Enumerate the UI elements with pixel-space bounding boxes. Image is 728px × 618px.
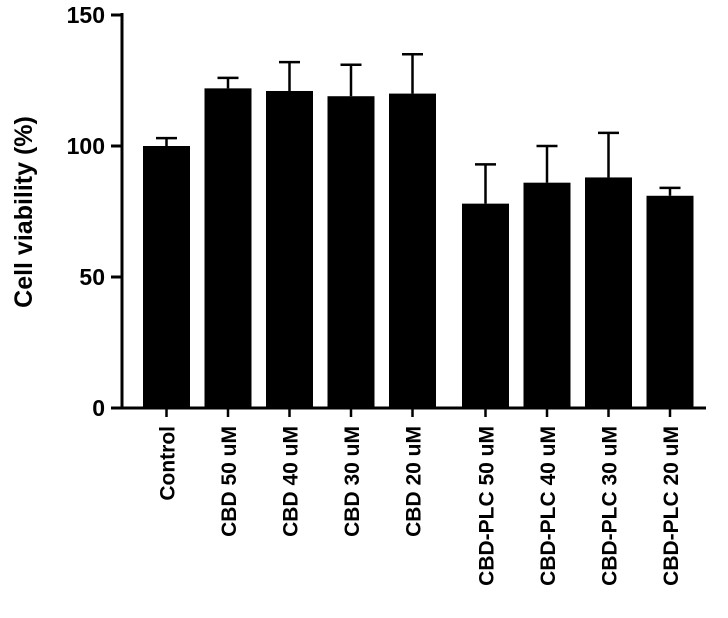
y-tick-label: 150 bbox=[67, 2, 105, 28]
y-tick-label: 50 bbox=[79, 264, 105, 290]
x-category-label: CBD 30 uM bbox=[341, 426, 364, 537]
x-category-label: CBD-PLC 40 uM bbox=[537, 426, 560, 586]
x-category-label: CBD 40 uM bbox=[280, 426, 303, 537]
x-category-label: CBD-PLC 50 uM bbox=[476, 426, 499, 586]
bar bbox=[462, 203, 509, 408]
bar bbox=[585, 177, 632, 408]
bar bbox=[327, 96, 375, 408]
x-category-label: CBD 20 uM bbox=[403, 426, 426, 537]
x-category-label: Control bbox=[157, 426, 180, 501]
y-tick-label: 100 bbox=[67, 133, 105, 159]
x-category-label: CBD-PLC 30 uM bbox=[599, 426, 622, 586]
x-category-label: CBD 50 uM bbox=[218, 426, 241, 537]
bar bbox=[266, 90, 313, 408]
y-tick-label: 0 bbox=[92, 395, 105, 421]
bar bbox=[204, 88, 252, 409]
bar bbox=[389, 93, 436, 408]
x-category-label: CBD-PLC 20 uM bbox=[660, 426, 683, 586]
bar bbox=[523, 182, 571, 408]
bar bbox=[143, 146, 190, 408]
bar bbox=[646, 195, 694, 408]
